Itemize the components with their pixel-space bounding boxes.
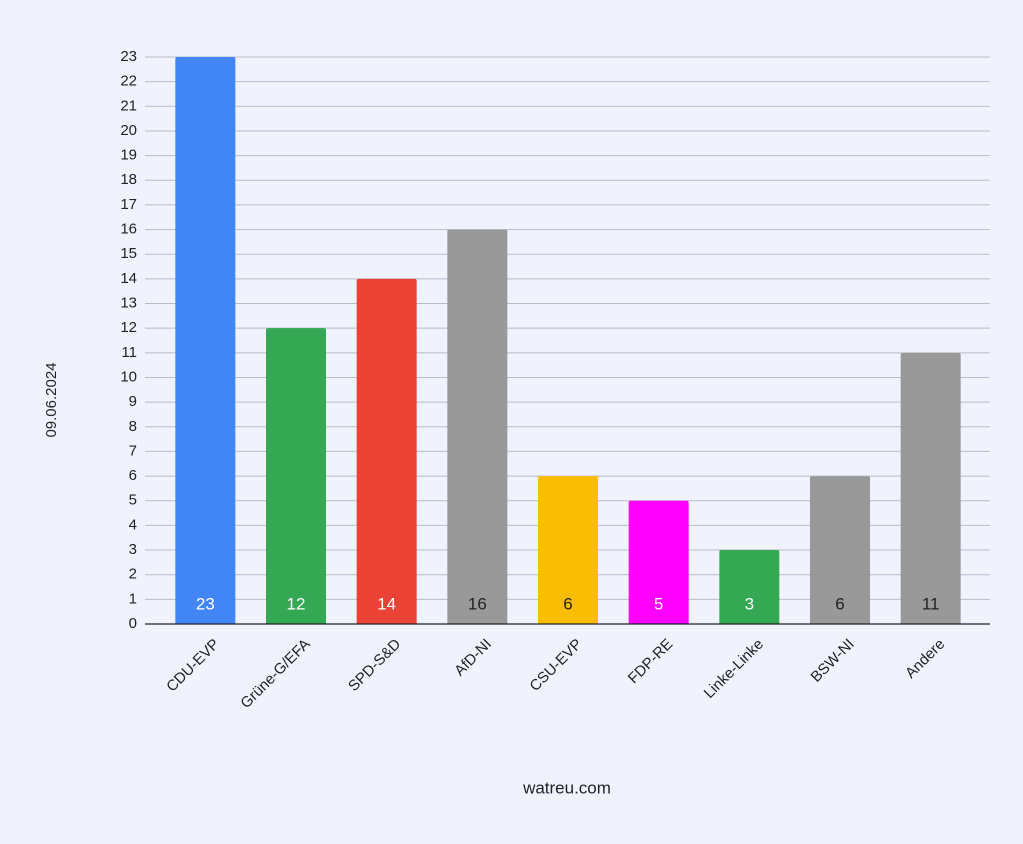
- value-label: 14: [377, 594, 396, 613]
- value-label: 5: [654, 594, 663, 613]
- x-tick-label: BSW-NI: [807, 636, 857, 686]
- x-tick-label: Linke-Linke: [701, 636, 767, 702]
- value-label: 6: [563, 594, 572, 613]
- y-tick-label: 11: [121, 344, 137, 361]
- y-tick-label: 13: [120, 294, 137, 311]
- x-tick-label: CDU-EVP: [163, 636, 223, 696]
- y-tick-label: 4: [129, 516, 137, 533]
- y-tick-label: 7: [129, 442, 137, 459]
- y-tick-label: 5: [129, 492, 137, 509]
- y-tick-label: 22: [120, 73, 137, 90]
- y-tick-label: 0: [129, 615, 137, 632]
- bar: [356, 278, 417, 624]
- y-tick-label: 1: [129, 590, 137, 607]
- value-label: 11: [922, 594, 940, 613]
- y-tick-label: 21: [120, 97, 137, 114]
- value-label: 23: [196, 594, 215, 613]
- x-tick-label: Grüne-G/EFA: [237, 636, 313, 712]
- bar: [175, 57, 236, 624]
- y-tick-label: 14: [120, 270, 137, 287]
- bar: [266, 328, 326, 624]
- y-tick-label: 18: [120, 171, 137, 188]
- y-tick-label: 6: [129, 467, 137, 484]
- y-tick-label: 2: [129, 566, 137, 583]
- y-tick-label: 20: [120, 122, 137, 139]
- bar: [900, 352, 961, 624]
- bar: [628, 500, 689, 624]
- y-tick-label: 19: [120, 147, 137, 164]
- x-axis-title: watreu.com: [522, 778, 611, 797]
- bar: [719, 550, 780, 624]
- y-axis-title: 09.06.2024: [43, 362, 60, 437]
- y-tick-label: 17: [120, 196, 137, 213]
- bar: [447, 229, 508, 624]
- y-tick-label: 15: [120, 245, 137, 262]
- x-tick-label: AfD-NI: [451, 636, 495, 680]
- y-tick-label: 9: [129, 393, 137, 410]
- value-label: 3: [745, 594, 754, 613]
- x-tick-label: Andere: [902, 636, 948, 682]
- value-label: 6: [835, 594, 844, 613]
- x-tick-label: SPD-S&D: [345, 636, 404, 695]
- y-tick-label: 3: [129, 541, 137, 558]
- x-tick-label: FDP-RE: [625, 636, 677, 688]
- bar: [810, 476, 870, 624]
- x-tick-label: CSU-EVP: [526, 636, 585, 695]
- y-tick-label: 8: [129, 418, 137, 435]
- y-tick-label: 12: [120, 319, 137, 336]
- y-tick-label: 16: [120, 221, 137, 238]
- y-tick-label: 10: [120, 368, 137, 385]
- value-label: 12: [287, 594, 306, 613]
- bar: [538, 476, 598, 624]
- y-tick-label: 23: [120, 48, 137, 65]
- value-label: 16: [468, 594, 487, 613]
